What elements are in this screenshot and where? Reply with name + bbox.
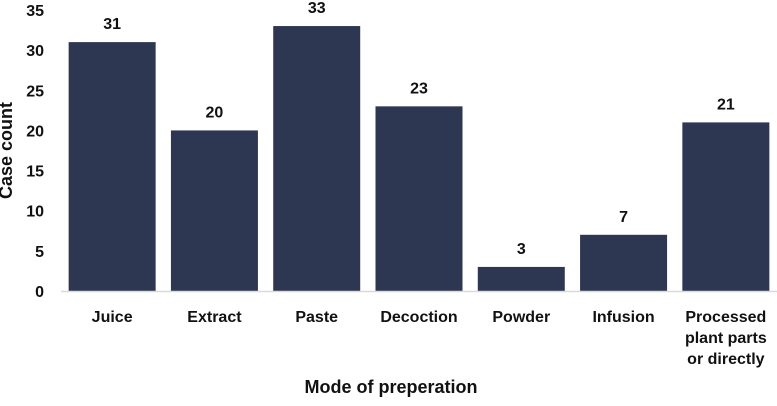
- bar-value-label: 20: [206, 104, 224, 121]
- y-axis-ticks: 0 5 10 15 20 25 30 35: [26, 3, 44, 301]
- x-axis-ticks: Juice Extract Paste Decoction Powder Infusion…: [92, 309, 767, 368]
- bar-value-label: 3: [517, 241, 526, 258]
- bars: [68, 26, 770, 292]
- y-axis-title: Case count: [0, 102, 16, 199]
- bar-value-label: 33: [308, 0, 326, 17]
- x-tick-label: Paste: [295, 309, 338, 326]
- bar: [580, 234, 668, 291]
- y-tick-label: 25: [26, 83, 44, 100]
- bar-value-label: 31: [103, 16, 121, 33]
- y-tick-label: 5: [35, 244, 44, 261]
- bar: [375, 106, 463, 291]
- bar-value-label: 23: [410, 80, 428, 97]
- bar-value-labels: 31 20 33 23 3 7 21: [103, 0, 735, 258]
- x-tick-label: Juice: [92, 309, 133, 326]
- bar: [68, 42, 156, 291]
- bar: [273, 26, 361, 292]
- x-tick-label: Processed plant parts or directly: [685, 309, 767, 368]
- bar-value-label: 7: [619, 209, 628, 226]
- bar: [682, 122, 770, 292]
- y-tick-label: 15: [26, 164, 44, 181]
- bar-value-label: 21: [717, 96, 735, 113]
- x-tick-label: Extract: [187, 309, 242, 326]
- y-tick-label: 35: [26, 3, 44, 20]
- y-tick-label: 30: [26, 43, 44, 60]
- x-tick-label: Decoction: [380, 309, 457, 326]
- y-tick-label: 10: [26, 204, 44, 221]
- bar: [170, 130, 258, 291]
- x-axis-title: Mode of preperation: [304, 377, 477, 397]
- y-tick-label: 0: [35, 284, 44, 301]
- bar: [477, 266, 565, 291]
- y-tick-label: 20: [26, 123, 44, 140]
- x-tick-label: Infusion: [592, 309, 654, 326]
- x-tick-label: Powder: [492, 309, 550, 326]
